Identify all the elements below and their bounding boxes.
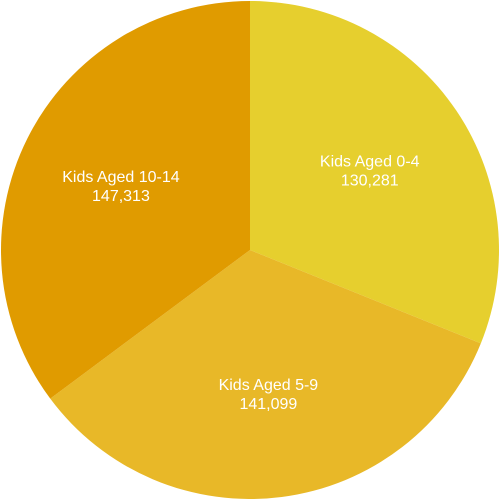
slice-label-0: Kids Aged 0-4 — [320, 153, 420, 170]
pie-slice-1 — [50, 250, 481, 499]
slice-value-0: 130,281 — [341, 172, 399, 189]
slice-value-2: 147,313 — [92, 188, 150, 205]
slice-label-2: Kids Aged 10-14 — [62, 169, 180, 186]
slice-value-1: 141,099 — [239, 396, 297, 413]
pie-labels: Kids Aged 0-4 130,281 Kids Aged 5-9 141,099… — [62, 153, 419, 413]
slice-label-1: Kids Aged 5-9 — [219, 377, 319, 394]
pie-slice-2 — [0, 1, 250, 399]
pie-slice-0 — [250, 1, 500, 344]
